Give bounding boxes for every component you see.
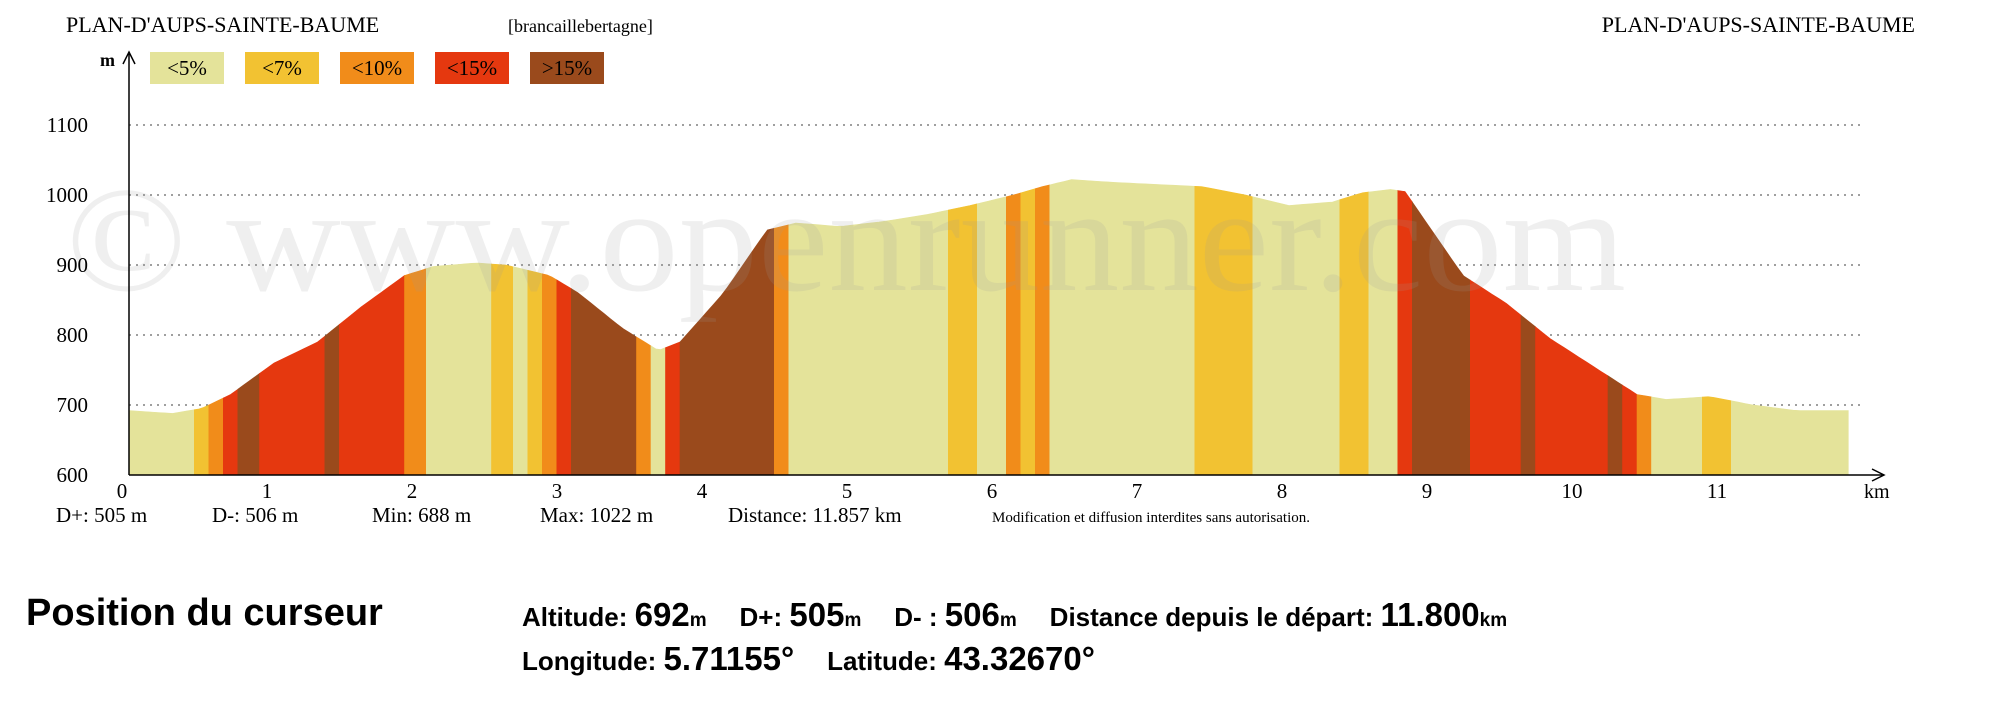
- distance-value: 11.800: [1380, 596, 1480, 633]
- profile-segment: [1636, 394, 1652, 476]
- stat-d-minus: D-: 506 m: [212, 503, 298, 527]
- cursor-row-coordinates: Longitude: 5.71155° Latitude: 43.32670°: [522, 640, 1095, 678]
- end-location-title: PLAN-D'AUPS-SAINTE-BAUME: [1602, 12, 1915, 37]
- profile-segment: [237, 372, 260, 476]
- profile-segment: [1651, 396, 1703, 476]
- x-tick-label: 6: [987, 479, 998, 503]
- profile-segment: [1731, 400, 1849, 476]
- legend-swatch: [340, 52, 414, 84]
- chart-axes: [122, 50, 1886, 482]
- profile-segment: [1535, 326, 1609, 476]
- stat-d-plus: D+: 505 m: [56, 503, 147, 527]
- altitude-value: 692: [634, 596, 690, 633]
- dplus-unit: m: [844, 610, 862, 631]
- y-tick-labels: 600 700 800 900 1000 1100: [46, 113, 88, 487]
- copyright-notice: Modification et diffusion interdites san…: [992, 510, 1310, 526]
- x-tick-label: 9: [1422, 479, 1433, 503]
- y-tick-label: 600: [57, 463, 89, 487]
- x-tick-label: 5: [842, 479, 853, 503]
- profile-segment: [665, 341, 681, 476]
- stat-min: Min: 688 m: [372, 503, 471, 527]
- x-tick-label: 2: [407, 479, 418, 503]
- y-axis-arrow-icon: [122, 50, 136, 65]
- legend-label: >15%: [542, 56, 592, 80]
- dplus-value: 505: [789, 596, 845, 633]
- altitude-unit: m: [689, 610, 707, 631]
- profile-segment: [324, 323, 340, 476]
- profile-segment: [1520, 314, 1536, 476]
- x-tick-label: 8: [1277, 479, 1288, 503]
- profile-segment: [194, 404, 210, 476]
- legend-label: <10%: [352, 56, 402, 80]
- latitude-value: 43.32670°: [944, 640, 1095, 677]
- cursor-panel-title: Position du curseur: [26, 592, 383, 634]
- profile-segment: [788, 209, 949, 476]
- dminus-label: D- :: [894, 602, 945, 632]
- y-tick-label: 900: [57, 253, 89, 277]
- x-axis-arrow-icon: [1871, 468, 1886, 482]
- profile-segment: [1622, 384, 1638, 476]
- grade-segments: [128, 179, 1849, 476]
- y-tick-label: 700: [57, 393, 89, 417]
- x-tick-label: 10: [1562, 479, 1583, 503]
- watermark: © www.openrunner.com: [66, 157, 1626, 323]
- profile-segment: [1702, 396, 1732, 476]
- profile-segment: [223, 388, 239, 476]
- legend-label: <5%: [167, 56, 207, 80]
- profile-segment: [1607, 375, 1623, 476]
- distance-unit: km: [1479, 610, 1508, 631]
- legend-label: <15%: [447, 56, 497, 80]
- x-tick-label: 11: [1707, 479, 1727, 503]
- dminus-unit: m: [999, 610, 1017, 631]
- stat-distance: Distance: 11.857 km: [728, 503, 902, 527]
- y-tick-label: 800: [57, 323, 89, 347]
- profile-segment: [1049, 179, 1196, 476]
- y-axis-label: m: [100, 50, 115, 70]
- y-tick-label: 1000: [46, 183, 88, 207]
- profile-segment: [208, 397, 224, 476]
- author-tag: [brancaillebertagne]: [508, 16, 653, 36]
- x-tick-label: 4: [697, 479, 708, 503]
- profile-segment: [636, 336, 652, 476]
- altitude-label: Altitude:: [522, 602, 635, 632]
- dplus-label: D+:: [739, 602, 790, 632]
- x-axis-label: km: [1864, 481, 1890, 503]
- elevation-profile-chart[interactable]: PLAN-D'AUPS-SAINTE-BAUME [brancaillebert…: [0, 0, 2000, 580]
- x-tick-label: 0: [117, 479, 128, 503]
- profile-segment: [650, 345, 666, 476]
- legend-swatch: [435, 52, 509, 84]
- stat-max: Max: 1022 m: [540, 503, 653, 527]
- dminus-value: 506: [944, 596, 1000, 633]
- x-tick-label: 3: [552, 479, 563, 503]
- distance-label: Distance depuis le départ:: [1049, 602, 1381, 632]
- x-tick-labels: 0 1 2 3 4 5 6 7 8 9 10 11: [117, 479, 1727, 503]
- x-tick-label: 7: [1132, 479, 1143, 503]
- x-tick-label: 1: [262, 479, 273, 503]
- cursor-row-elevation: Altitude: 692m D+: 505m D- : 506m Distan…: [522, 596, 1507, 634]
- longitude-label: Longitude:: [522, 646, 664, 676]
- grade-legend: <5% <7% <10% <15% >15%: [150, 52, 604, 84]
- legend-label: <7%: [262, 56, 302, 80]
- y-tick-label: 1100: [47, 113, 88, 137]
- legend-swatch: [150, 52, 224, 84]
- latitude-label: Latitude:: [827, 646, 945, 676]
- legend-swatch: [530, 52, 604, 84]
- legend-swatch: [245, 52, 319, 84]
- longitude-value: 5.71155°: [663, 640, 795, 677]
- start-location-title: PLAN-D'AUPS-SAINTE-BAUME: [66, 12, 379, 37]
- profile-segment: [128, 409, 195, 476]
- profile-segment: [259, 335, 326, 476]
